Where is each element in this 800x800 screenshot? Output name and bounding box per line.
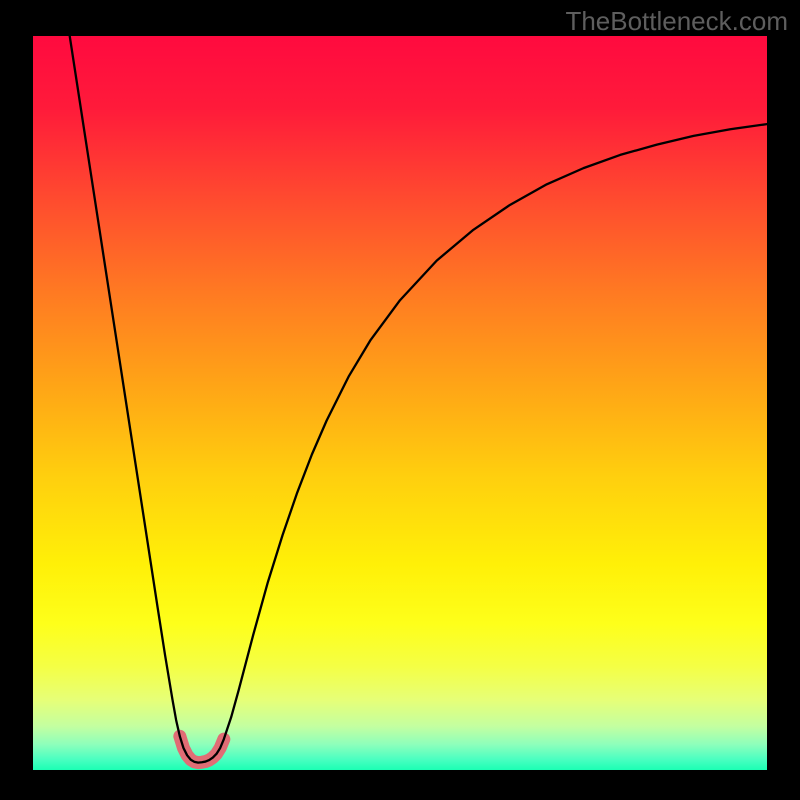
plot-frame [33,36,767,770]
curve-svg [33,36,767,770]
flat-bottom-marker [180,736,224,762]
bottleneck-curve [70,36,767,763]
watermark-text: TheBottleneck.com [565,6,788,37]
stage: TheBottleneck.com [0,0,800,800]
